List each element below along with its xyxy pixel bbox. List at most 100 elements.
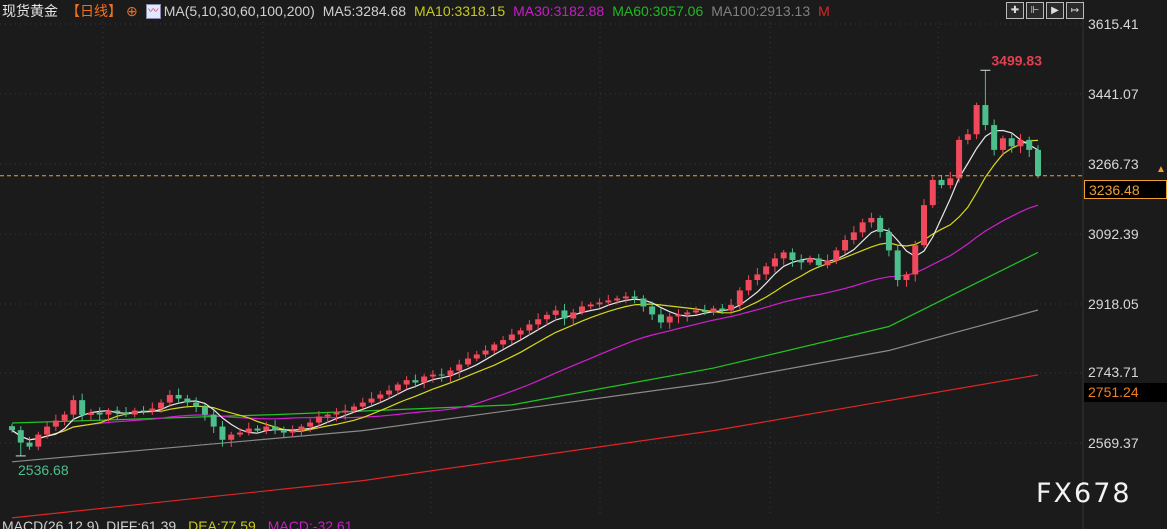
candle-body — [298, 426, 305, 431]
candle-body — [245, 428, 252, 433]
candle-body — [535, 319, 542, 325]
crosshair-icon[interactable]: ✚ — [1006, 2, 1024, 19]
candle-body — [964, 134, 971, 140]
y-tick: 2743.71 — [1088, 364, 1139, 380]
candle-body — [228, 434, 235, 440]
candle-body — [70, 400, 77, 415]
candle-body — [833, 250, 840, 261]
candle-body — [193, 402, 200, 407]
candle-body — [921, 205, 927, 246]
candle-body — [333, 412, 340, 415]
candle-body — [780, 252, 787, 259]
ma200-price-label: 2751.24 — [1084, 383, 1167, 402]
candle-body — [87, 412, 94, 415]
candle-body — [631, 296, 638, 299]
ma30-value: MA30:3182.88 — [513, 3, 605, 19]
candle-body — [903, 274, 910, 281]
current-price-label: 3236.48 — [1084, 180, 1167, 199]
candle-body — [280, 430, 287, 433]
candle-body — [324, 414, 331, 417]
ma100-value: MA100:2913.13 — [711, 3, 811, 19]
candle-body — [237, 432, 243, 435]
ma200-line — [11, 374, 1039, 519]
ma5-value: MA5:3284.68 — [322, 3, 407, 19]
candle-body — [877, 217, 884, 232]
candle-body — [868, 217, 875, 223]
candle-body — [912, 245, 919, 275]
candle-body — [736, 290, 743, 305]
ma60-line — [11, 251, 1039, 424]
candle-body — [745, 280, 752, 291]
candle-body — [368, 398, 375, 403]
zoom-start-icon[interactable]: ⊩ — [1026, 2, 1044, 19]
candle-body — [114, 410, 121, 413]
globe-icon[interactable]: ⊕ — [126, 2, 138, 19]
candle-body — [824, 260, 831, 266]
y-tick: 2569.37 — [1088, 435, 1139, 451]
candle-body — [9, 426, 15, 431]
candle-body — [508, 334, 515, 341]
candle-body — [491, 344, 498, 351]
candle-body — [807, 258, 813, 263]
candle-body — [96, 412, 103, 415]
candle-body — [482, 350, 489, 355]
candle-body — [17, 430, 24, 443]
candle-body — [543, 314, 550, 320]
high-price-label: 3499.83 — [991, 52, 1042, 68]
candle-body — [657, 314, 664, 323]
y-tick: 3615.41 — [1088, 16, 1139, 32]
watermark-logo: FX678 — [1036, 478, 1132, 509]
chart-header: 现货黄金 【日线】 ⊕ 〰 MA(5,10,30,60,100,200) MA5… — [2, 2, 838, 20]
candle-body — [710, 308, 717, 313]
candle-body — [570, 312, 577, 319]
candle-body — [465, 358, 471, 365]
candle-body — [929, 179, 936, 206]
candle-body — [1008, 138, 1015, 147]
candle-body — [842, 239, 849, 251]
candle-body — [456, 364, 463, 371]
ma30-line — [11, 204, 1039, 441]
candle-body — [123, 412, 129, 415]
current-price-marker-icon: ▲ — [1156, 164, 1166, 175]
candle-body — [999, 138, 1006, 150]
candle-body — [421, 376, 428, 383]
indicator-icon[interactable]: 〰 — [145, 3, 161, 19]
candle-body — [1017, 139, 1024, 147]
candle-body — [438, 374, 445, 376]
ma-label[interactable]: MA(5,10,30,60,100,200) — [163, 3, 315, 19]
candle-body — [956, 139, 963, 179]
candle-body — [272, 426, 279, 431]
candle-body — [684, 312, 691, 315]
candle-body — [1026, 139, 1033, 150]
macd-dea: DEA:77.59 — [188, 518, 256, 529]
candle-body — [351, 406, 357, 411]
y-tick: 3266.73 — [1088, 156, 1139, 172]
candle-body — [579, 306, 585, 313]
more-ma-toggle[interactable]: M — [818, 3, 830, 19]
macd-diff: DIFF:61.39 — [106, 518, 177, 529]
play-icon[interactable]: ▶ — [1046, 2, 1064, 19]
candle-body — [552, 310, 559, 315]
candle-body — [307, 422, 314, 427]
ma60-value: MA60:3057.06 — [612, 3, 704, 19]
candle-body — [158, 402, 165, 409]
candle-body — [184, 398, 191, 403]
candle-body — [991, 125, 998, 150]
candle-body — [719, 308, 726, 311]
candle-body — [885, 231, 892, 251]
candle-body — [201, 406, 208, 415]
candle-body — [61, 414, 68, 421]
period-selector[interactable]: 【日线】 — [66, 3, 122, 19]
macd-title: MACD(26,12,9) — [2, 518, 100, 529]
symbol-name: 现货黄金 — [2, 3, 58, 19]
candle-body — [614, 298, 621, 301]
candle-body — [289, 430, 296, 433]
candle-body — [763, 266, 770, 275]
candle-body — [622, 296, 629, 299]
candle-body — [500, 340, 507, 345]
go-end-icon[interactable]: ↦ — [1066, 2, 1084, 19]
candle-body — [473, 354, 480, 359]
low-price-label: 2536.68 — [18, 462, 69, 478]
